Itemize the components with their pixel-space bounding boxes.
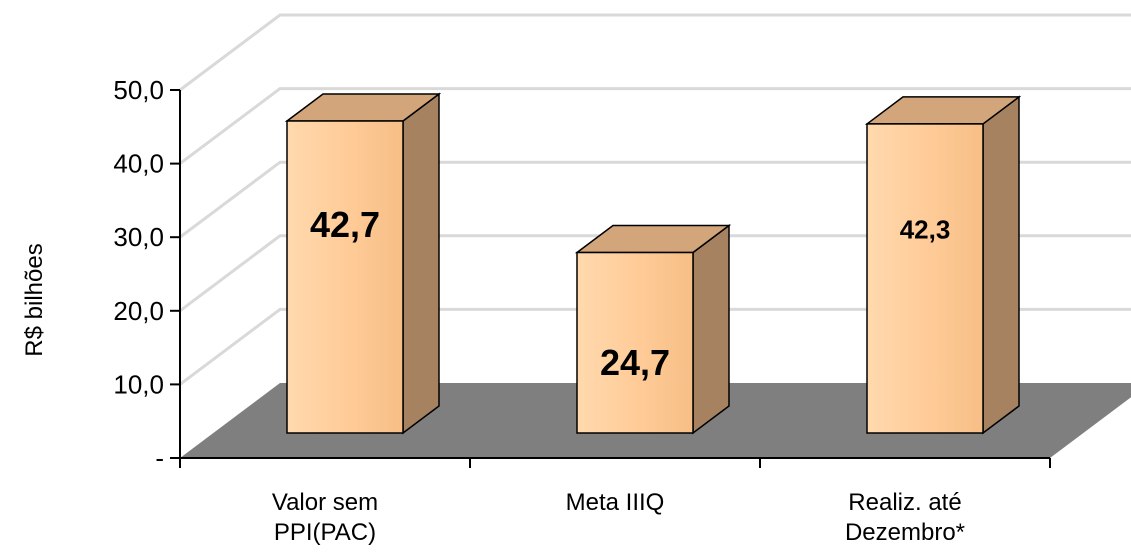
bar-side (982, 95, 1020, 435)
category-label: Realiz. até Dezembro* (845, 489, 965, 546)
gridline (179, 87, 1131, 165)
gridline (179, 307, 1131, 386)
axes (170, 89, 1051, 468)
category-label: Valor sem PPI(PAC) (272, 489, 378, 546)
bar (864, 95, 1022, 435)
category-label: Meta IIIQ (566, 489, 665, 516)
y-tick-label: 20,0 (113, 296, 164, 326)
gridlines (179, 13, 1131, 386)
data-label: 24,7 (600, 342, 670, 383)
y-tick-label: 50,0 (113, 75, 164, 105)
data-label: 42,7 (310, 204, 380, 245)
labels: - 10,0 20,0 30,0 40,0 50,0 42,7 24,7 42,3 Valor s… (113, 75, 965, 546)
y-tick-label: 10,0 (113, 369, 164, 399)
bar-front (576, 251, 694, 434)
bar-front (866, 123, 984, 434)
gridline (179, 234, 1131, 312)
gridline (179, 13, 1131, 92)
y-axis-title: R$ bilhões (21, 243, 48, 356)
gridline (179, 160, 1131, 239)
data-label: 42,3 (900, 214, 951, 244)
y-tick-label: 40,0 (113, 149, 164, 179)
y-tick-label: - (155, 443, 164, 473)
bar-side (692, 224, 730, 435)
bar (284, 92, 442, 435)
bars (284, 92, 1022, 435)
y-tick-label: 30,0 (113, 222, 164, 252)
bar-front (286, 120, 404, 434)
bar-side (402, 92, 440, 435)
bar (574, 224, 732, 435)
